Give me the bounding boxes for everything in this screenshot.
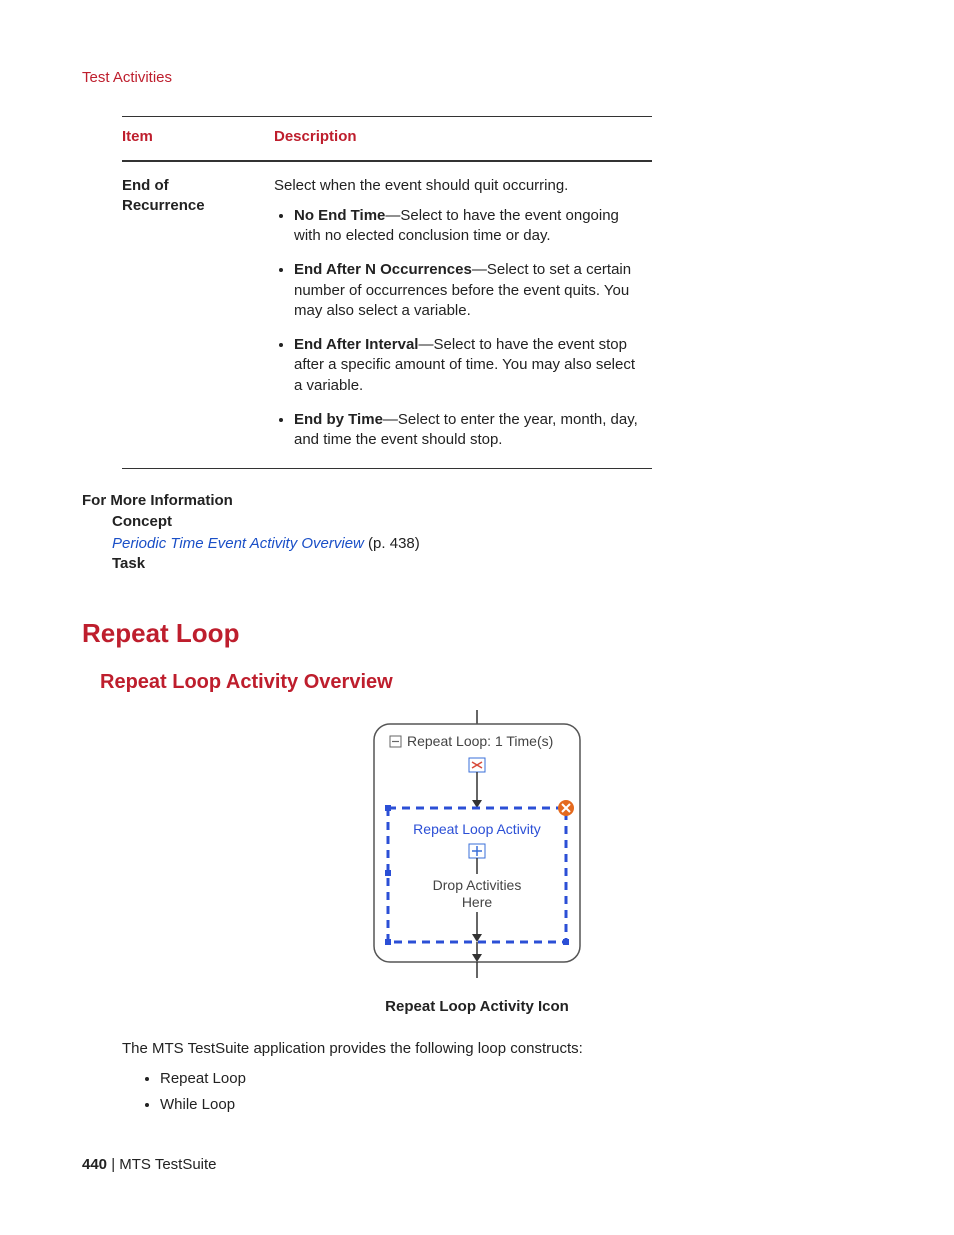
drop-line1: Drop Activities: [433, 877, 522, 893]
outer-label: Repeat Loop: 1 Time(s): [407, 733, 553, 749]
inner-label: Repeat Loop Activity: [413, 821, 541, 837]
page-number: 440: [82, 1156, 107, 1173]
bullet-end-after-interval: End After Interval—Select to have the ev…: [294, 335, 640, 396]
table-row: End of Recurrence Select when the event …: [122, 161, 652, 469]
footer-suffix: | MTS TestSuite: [107, 1156, 217, 1173]
loop-constructs-list: Repeat Loop While Loop: [142, 1069, 872, 1116]
col-header-description: Description: [274, 117, 652, 161]
list-item: While Loop: [160, 1095, 872, 1115]
item-name-line2: Recurrence: [122, 197, 205, 214]
bullet-end-by-time: End by Time—Select to enter the year, mo…: [294, 410, 640, 451]
concept-link[interactable]: Periodic Time Event Activity Overview: [112, 535, 364, 552]
more-info-heading: For More Information: [82, 491, 872, 511]
bullet-no-end-time: No End Time—Select to have the event ong…: [294, 206, 640, 247]
intro-paragraph: The MTS TestSuite application provides t…: [122, 1039, 872, 1059]
page-ref: (p. 438): [364, 535, 420, 552]
item-name-line1: End of: [122, 177, 169, 194]
drop-line2: Here: [462, 894, 493, 910]
bullet-end-after-n: End After N Occurrences—Select to set a …: [294, 260, 640, 321]
list-item: Repeat Loop: [160, 1069, 872, 1089]
subsection-title: Repeat Loop Activity Overview: [100, 669, 872, 696]
diagram-caption: Repeat Loop Activity Icon: [82, 997, 872, 1017]
section-title: Repeat Loop: [82, 616, 872, 651]
properties-table: Item Description End of Recurrence Selec…: [122, 116, 652, 469]
breadcrumb: Test Activities: [82, 68, 872, 88]
col-header-item: Item: [122, 117, 274, 161]
activity-diagram: Repeat Loop: 1 Time(s) Repeat Loop Activ…: [82, 710, 872, 984]
task-label: Task: [112, 554, 872, 574]
concept-label: Concept: [112, 512, 872, 532]
description-intro: Select when the event should quit occurr…: [274, 176, 640, 196]
page-footer: 440 | MTS TestSuite: [82, 1155, 217, 1175]
